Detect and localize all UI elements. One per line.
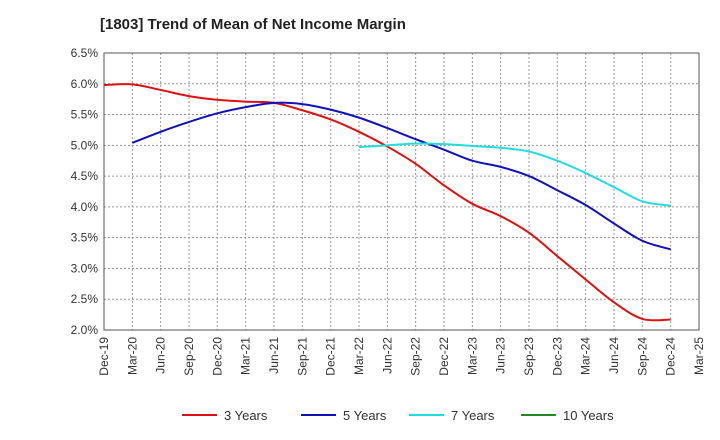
- legend: 3 Years 5 Years 7 Years 10 Years: [182, 408, 614, 423]
- x-tick-label: Mar-25: [692, 337, 706, 375]
- legend-label-3-years: 3 Years: [224, 408, 268, 423]
- x-tick-label: Jun-22: [380, 337, 394, 374]
- x-tick-label: Sep-24: [635, 337, 649, 376]
- y-tick-label: 2.0%: [71, 323, 99, 337]
- legend-label-7-years: 7 Years: [451, 408, 495, 423]
- x-tick-label: Sep-23: [522, 337, 536, 376]
- x-tick-label: Dec-20: [210, 337, 224, 376]
- legend-label-10-years: 10 Years: [563, 408, 614, 423]
- x-tick-label: Mar-23: [465, 337, 479, 375]
- series-line-7-years: [358, 142, 671, 207]
- legend-label-5-years: 5 Years: [343, 408, 387, 423]
- series-line-3-years: [103, 83, 671, 322]
- x-tick-label: Dec-23: [550, 337, 564, 376]
- x-tick-label: Jun-20: [154, 337, 168, 374]
- x-tick-label: Mar-20: [125, 337, 139, 375]
- plot-area: [104, 53, 699, 330]
- y-tick-label: 4.0%: [71, 200, 99, 214]
- y-tick-label: 5.0%: [71, 138, 99, 152]
- x-tick-label: Dec-21: [324, 337, 338, 376]
- series-line-5-years: [131, 101, 671, 251]
- plot-frame: [103, 52, 700, 331]
- axis-layer: 2.0% 2.5% 3.0% 3.5% 4.0% 4.5% 5.0% 5.5% 6.0% 6.5%…: [71, 46, 706, 376]
- x-tick-label: Sep-20: [182, 337, 196, 376]
- y-tick-label: 3.0%: [71, 261, 99, 275]
- x-tick-label: Dec-22: [437, 337, 451, 376]
- x-tick-label: Jun-24: [607, 337, 621, 374]
- x-tick-label: Jun-21: [267, 337, 281, 374]
- x-tick-label: Dec-19: [97, 337, 111, 376]
- y-tick-label: 2.5%: [71, 292, 99, 306]
- x-tick-label: Dec-24: [664, 337, 678, 376]
- y-tick-label: 6.5%: [71, 46, 99, 60]
- y-tick-label: 3.5%: [71, 231, 99, 245]
- x-tick-label: Mar-24: [579, 337, 593, 375]
- x-tick-label: Sep-21: [295, 337, 309, 376]
- x-tick-label: Jun-23: [494, 337, 508, 374]
- y-tick-label: 4.5%: [71, 169, 99, 183]
- x-tick-label: Sep-22: [409, 337, 423, 376]
- chart-title: [1803] Trend of Mean of Net Income Margi…: [100, 16, 406, 33]
- y-tick-label: 5.5%: [71, 108, 99, 122]
- series-layer: [103, 83, 671, 322]
- x-tick-label: Mar-21: [239, 337, 253, 375]
- x-tick-label: Mar-22: [352, 337, 366, 375]
- y-tick-label: 6.0%: [71, 77, 99, 91]
